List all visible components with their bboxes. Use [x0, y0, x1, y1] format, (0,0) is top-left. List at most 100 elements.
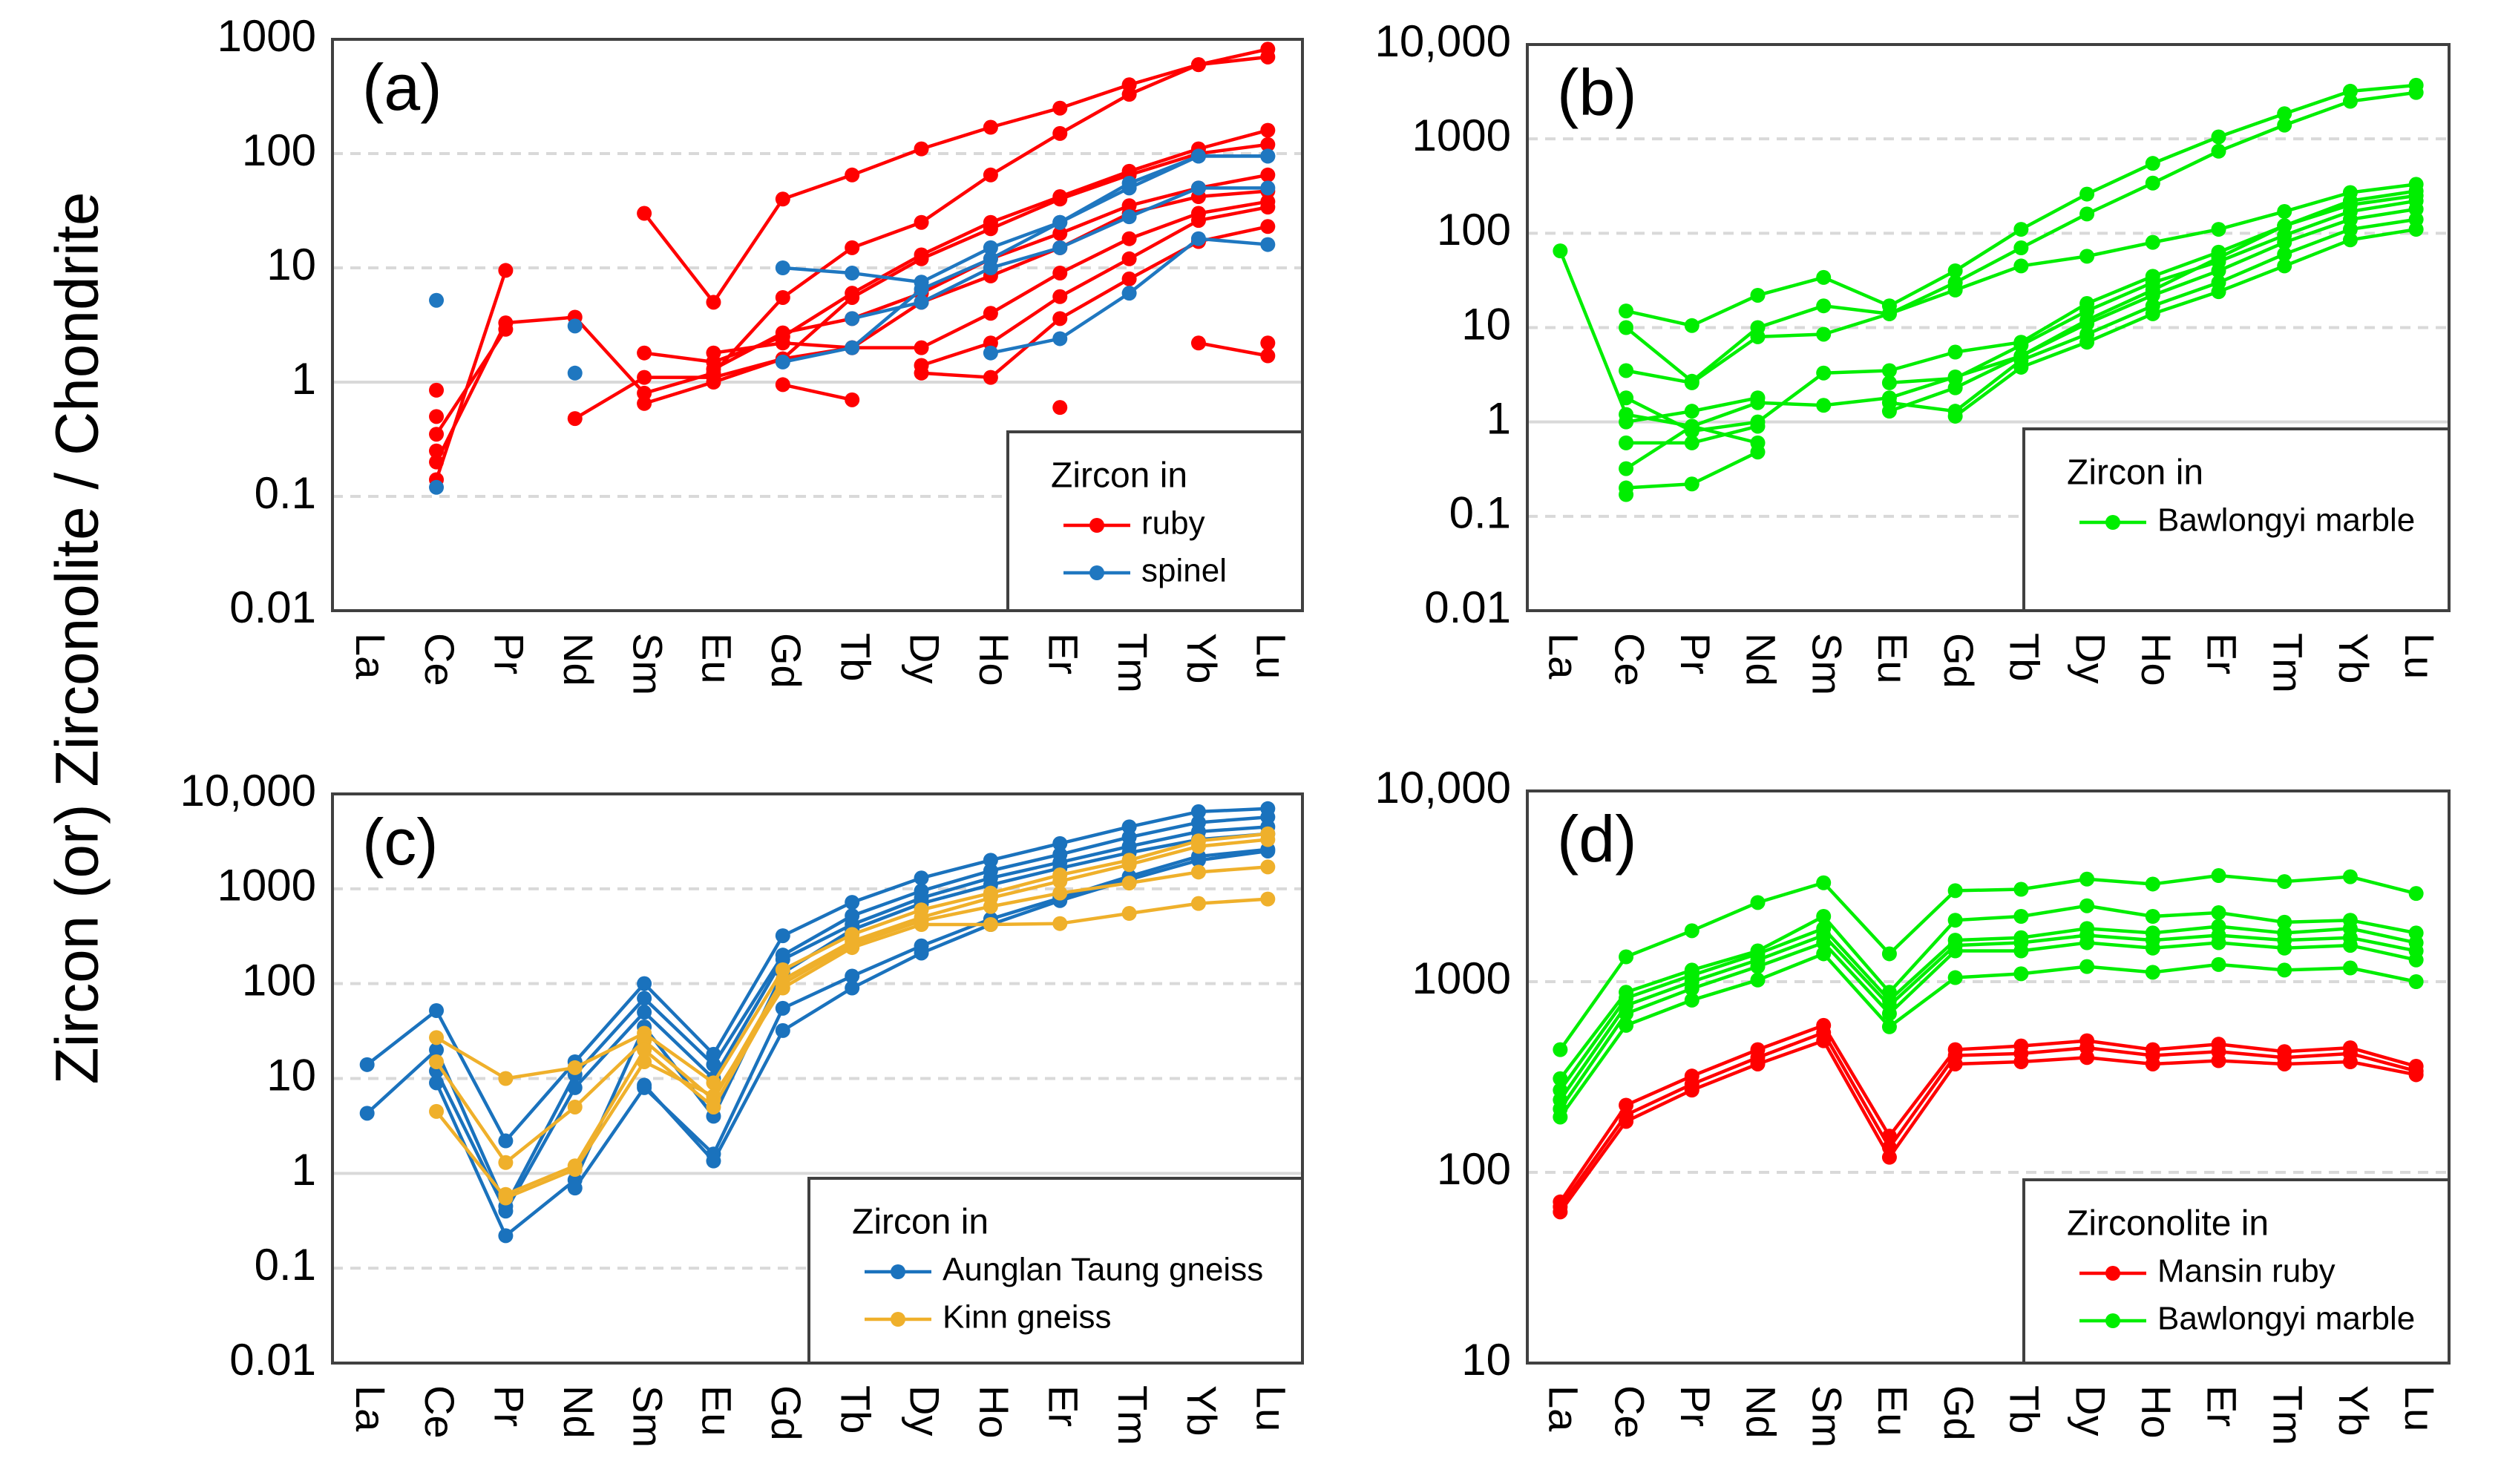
data-point: [1052, 100, 1068, 116]
x-tick-label: Ce: [1606, 633, 1653, 686]
data-point: [1121, 271, 1137, 286]
data-point: [2079, 959, 2095, 974]
data-point: [983, 221, 998, 237]
data-point: [914, 870, 929, 886]
x-tick-label: Lu: [1248, 633, 1295, 679]
data-point: [2145, 156, 2160, 171]
panel-c: 0.01 0.1 1 10 100 1000 10,000 La Ce Pr Nd Sm Eu Gd Tb D…: [180, 766, 1304, 1448]
legend-entry: Bawlongyi marble: [2079, 502, 2415, 539]
x-tick-label: Nd: [1738, 1385, 1785, 1439]
legend-box: [2022, 1178, 2451, 1365]
data-point: [2079, 335, 2095, 350]
y-tick-label: 0.01: [229, 582, 316, 632]
data-point: [2277, 117, 2292, 133]
data-point: [914, 358, 929, 373]
data-point: [983, 370, 998, 385]
data-point: [1052, 125, 1068, 141]
series-bawlongyi-marble: [1619, 211, 2424, 476]
y-tick-label: 10,000: [1374, 763, 1511, 812]
series-spinel: [845, 180, 1276, 326]
panel-d: 10 100 1000 10,000 La Ce Pr Nd Sm Eu Gd Tb Dy Ho Er Tm Y…: [1374, 763, 2451, 1448]
x-tick-label: Ho: [2133, 633, 2180, 686]
data-point: [706, 1153, 721, 1169]
data-point: [1121, 231, 1137, 246]
data-point: [845, 340, 860, 355]
data-point: [1260, 832, 1276, 847]
data-point: [2145, 940, 2160, 956]
data-point: [2408, 1067, 2424, 1083]
series-line: [643, 142, 1268, 405]
data-point: [2408, 952, 2424, 968]
data-point: [429, 479, 445, 495]
data-point: [1190, 896, 1206, 911]
data-point: [1684, 981, 1699, 997]
data-point: [2408, 177, 2424, 192]
data-point: [2013, 966, 2029, 982]
data-point: [1121, 286, 1137, 301]
x-tick-label: Lu: [2396, 1385, 2443, 1431]
legend-label: ruby: [1141, 505, 1205, 542]
data-point: [1619, 320, 1634, 335]
data-point: [1121, 198, 1137, 214]
data-point: [2079, 186, 2095, 202]
data-point: [2408, 201, 2424, 217]
x-tick-label: Er: [2199, 633, 2246, 674]
data-point: [1684, 418, 1699, 434]
data-point: [2079, 303, 2095, 319]
series-line: [1558, 933, 2417, 1101]
series-ruby: [429, 377, 860, 424]
x-tick-label: Tb: [832, 633, 879, 681]
data-point: [637, 206, 652, 221]
data-point: [498, 1204, 514, 1219]
series-ruby: [914, 219, 1276, 385]
series-bawlongyi-marble: [1619, 177, 2424, 390]
data-point: [1190, 864, 1206, 880]
legend-label: Kinn gneiss: [943, 1299, 1111, 1336]
x-tick-label: Tm: [1109, 1385, 1156, 1445]
y-tick-label: 10: [266, 1050, 316, 1100]
x-tick-label: Nd: [555, 633, 602, 686]
series-line: [435, 328, 508, 436]
x-tick-label: Gd: [1935, 1385, 1982, 1441]
data-point: [359, 1106, 375, 1121]
data-point: [1121, 819, 1137, 835]
data-point: [2013, 258, 2029, 274]
data-point: [2013, 881, 2029, 897]
data-point: [2013, 908, 2029, 924]
series-line: [921, 225, 1268, 379]
data-point: [775, 1022, 790, 1038]
panel-label: (c): [362, 805, 439, 879]
data-point: [775, 1000, 790, 1016]
data-point: [983, 899, 998, 914]
data-point: [1947, 344, 1963, 360]
data-point: [1260, 122, 1276, 138]
y-tick-label: 1: [1486, 394, 1511, 444]
data-point: [845, 289, 860, 305]
data-point: [1750, 329, 1766, 344]
data-point: [429, 454, 445, 470]
legend-marker: [891, 1312, 905, 1327]
data-point: [1121, 87, 1137, 102]
data-point: [1190, 148, 1206, 164]
data-point: [2277, 106, 2292, 122]
x-tick-label: Sm: [624, 633, 671, 695]
data-point: [637, 1077, 652, 1093]
data-point: [1121, 251, 1137, 266]
legend-entry: ruby: [1063, 505, 1205, 542]
legend-entry: spinel: [1063, 553, 1227, 589]
data-point: [498, 321, 514, 337]
data-point: [706, 1099, 721, 1114]
x-tick-label: Lu: [2396, 633, 2443, 679]
data-point: [1553, 1204, 1568, 1220]
x-tick-label: Ce: [1606, 1385, 1653, 1439]
data-point: [2342, 222, 2358, 237]
legend-title: Zircon in: [2067, 453, 2203, 493]
y-tick-label: 10: [266, 240, 316, 289]
x-tick-label: Dy: [2067, 1385, 2114, 1436]
data-point: [1052, 916, 1068, 931]
data-point: [2277, 204, 2292, 220]
data-point: [1881, 395, 1897, 410]
x-tick-label: Tm: [2264, 1385, 2311, 1445]
data-point: [1684, 923, 1699, 939]
data-point: [1684, 375, 1699, 390]
